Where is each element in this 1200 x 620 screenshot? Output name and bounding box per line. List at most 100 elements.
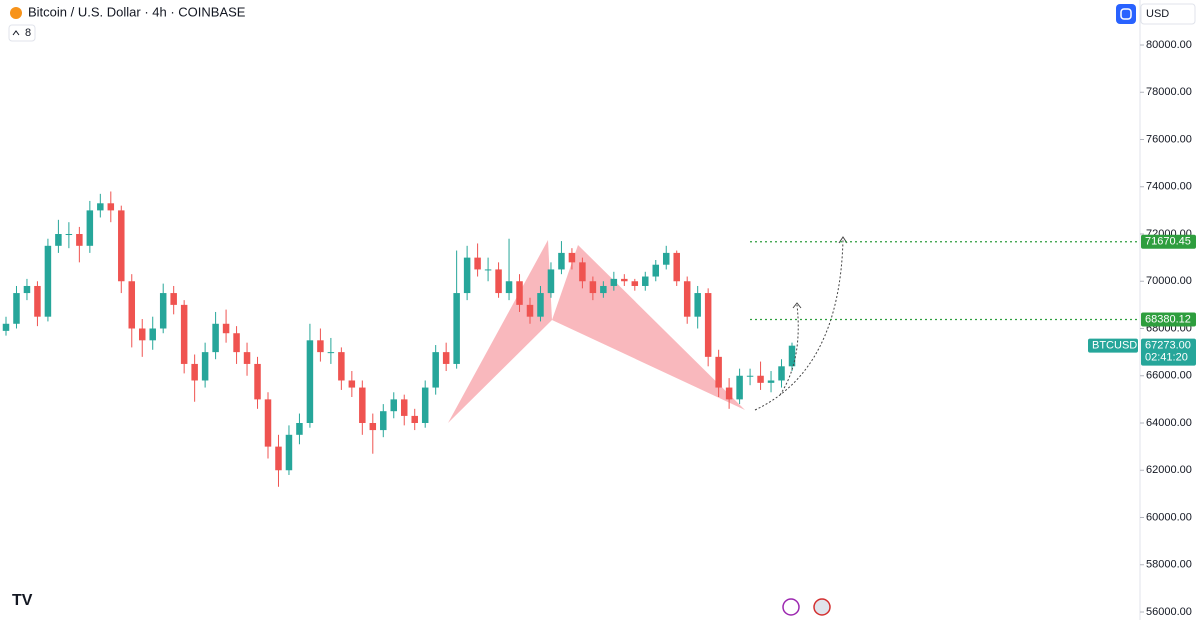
candle-body bbox=[34, 285, 41, 317]
y-tick-label: 74000.00 bbox=[1146, 181, 1192, 193]
candle-body bbox=[421, 387, 429, 423]
candle-body bbox=[757, 375, 764, 383]
candle-body bbox=[86, 210, 94, 246]
flash-icon[interactable] bbox=[782, 598, 800, 616]
candle-body bbox=[138, 328, 146, 341]
candle-body bbox=[180, 304, 188, 364]
y-tick-label: 58000.00 bbox=[1146, 559, 1192, 571]
arrow-head bbox=[838, 236, 848, 244]
level-tag bbox=[1141, 312, 1196, 327]
candle-body bbox=[589, 281, 597, 294]
candle-body bbox=[23, 285, 31, 294]
y-tick-label: 80000.00 bbox=[1146, 39, 1192, 51]
candle-body bbox=[432, 352, 439, 388]
candle-body bbox=[411, 415, 418, 423]
btc-icon bbox=[10, 7, 22, 19]
candle-body bbox=[788, 345, 796, 367]
candle-body bbox=[380, 411, 387, 431]
candle-body bbox=[453, 293, 460, 364]
candle-body bbox=[579, 262, 586, 282]
candle-body bbox=[233, 333, 240, 353]
candle-body bbox=[348, 380, 356, 388]
candle-body bbox=[369, 423, 377, 431]
toggle-chevron bbox=[12, 30, 20, 36]
y-tick-label: 60000.00 bbox=[1146, 511, 1192, 523]
candle-body bbox=[306, 340, 314, 423]
candle-body bbox=[2, 323, 10, 331]
candle-body bbox=[264, 399, 272, 447]
projection-arrow bbox=[754, 238, 844, 411]
countdown: 02:41:20 bbox=[1145, 352, 1188, 364]
last-price-tag bbox=[1141, 338, 1196, 366]
candle-body bbox=[516, 281, 523, 305]
candle-body bbox=[746, 375, 754, 377]
symbol-title: Bitcoin / U.S. Dollar · 4h · COINBASE bbox=[28, 4, 246, 19]
candle-body bbox=[642, 276, 649, 286]
candle-body bbox=[76, 234, 83, 246]
candle-body bbox=[631, 281, 639, 286]
candle-body bbox=[107, 203, 115, 211]
candle-body bbox=[704, 293, 712, 357]
candle-body bbox=[662, 252, 670, 265]
level-label: 68380.12 bbox=[1145, 313, 1191, 325]
level-label: 71670.45 bbox=[1145, 236, 1191, 248]
candle-body bbox=[537, 293, 544, 317]
currency: USD bbox=[1146, 8, 1169, 20]
candle-body bbox=[600, 285, 607, 294]
candle-body bbox=[338, 352, 345, 381]
currency-button[interactable] bbox=[1140, 3, 1196, 25]
indicator-count: 8 bbox=[25, 27, 31, 39]
candle-body bbox=[359, 387, 366, 423]
projection-arrow bbox=[779, 304, 799, 396]
candle-body bbox=[285, 434, 293, 471]
candle-body bbox=[736, 375, 743, 400]
y-tick-label: 64000.00 bbox=[1146, 417, 1192, 429]
indicator-toggle[interactable] bbox=[8, 24, 36, 42]
candle-body bbox=[442, 352, 450, 364]
candle-body bbox=[673, 252, 680, 282]
candle-body bbox=[778, 366, 785, 381]
level-tag bbox=[1141, 234, 1196, 249]
candle-body bbox=[212, 323, 219, 353]
candle-body bbox=[275, 446, 282, 471]
candle-body bbox=[484, 269, 492, 271]
candle-body bbox=[568, 252, 576, 263]
candle-body bbox=[547, 269, 555, 294]
candle-body bbox=[495, 269, 502, 294]
settings-icon bbox=[1120, 8, 1132, 20]
candle-body bbox=[683, 281, 691, 317]
y-tick-label: 56000.00 bbox=[1146, 606, 1192, 618]
candle-body bbox=[254, 363, 261, 400]
candle-body bbox=[652, 264, 660, 277]
events-icon[interactable] bbox=[813, 598, 831, 616]
candle-body bbox=[128, 281, 136, 329]
candle-body bbox=[474, 257, 481, 270]
candle-body bbox=[149, 328, 156, 341]
logo: TV bbox=[12, 592, 33, 609]
candle-body bbox=[400, 399, 408, 416]
symbol-label: BTCUSD bbox=[1092, 340, 1137, 352]
candle-body bbox=[191, 363, 198, 381]
candle-body bbox=[610, 278, 618, 286]
candle-body bbox=[118, 210, 125, 282]
candle-body bbox=[505, 281, 513, 294]
candle-body bbox=[694, 293, 701, 317]
candle-body bbox=[327, 352, 335, 354]
candle-body bbox=[621, 278, 628, 282]
symbol-tag bbox=[1088, 338, 1138, 353]
candle-body bbox=[725, 387, 733, 400]
candle-body bbox=[44, 245, 52, 317]
candle-body bbox=[159, 293, 167, 329]
candle-body bbox=[558, 252, 565, 270]
pattern-xab bbox=[448, 240, 552, 423]
candle-body bbox=[222, 323, 230, 334]
y-tick-label: 62000.00 bbox=[1146, 464, 1192, 476]
settings-button[interactable] bbox=[1116, 4, 1136, 24]
candle-body bbox=[97, 203, 104, 211]
candle-body bbox=[296, 423, 303, 435]
arrow-head bbox=[792, 302, 802, 309]
y-tick-label: 78000.00 bbox=[1146, 86, 1192, 98]
candle-body bbox=[65, 234, 73, 235]
candle-body bbox=[13, 293, 20, 324]
y-tick-label: 70000.00 bbox=[1146, 275, 1192, 287]
